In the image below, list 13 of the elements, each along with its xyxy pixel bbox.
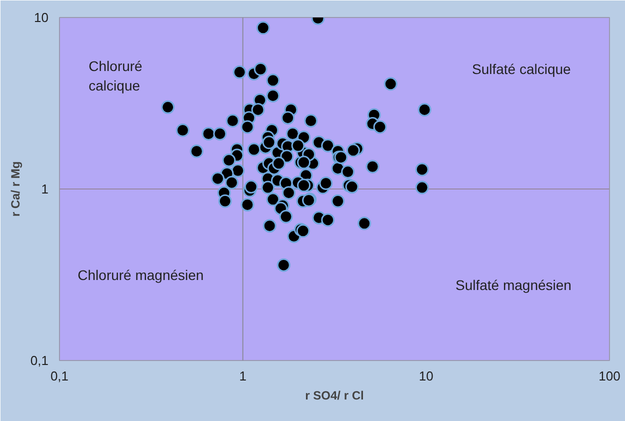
x-tick-label: 100 [598, 368, 620, 384]
y-tick-label: 1 [41, 182, 49, 196]
annotation: Chloruré calcique [88, 58, 143, 94]
annotation: Chloruré magnésien [78, 266, 204, 283]
x-tick-label: 1 [239, 368, 246, 384]
annotation: Sulfaté magnésien [456, 277, 572, 294]
x-axis-title: r SO4/ r Cl [305, 388, 364, 402]
annotation: Sulfaté calcique [472, 60, 572, 77]
y-tick-label: 10 [34, 10, 49, 25]
y-tick-label: 0,1 [30, 353, 49, 368]
x-tick-label: 10 [418, 368, 434, 384]
y-axis-title: r Ca/ r Mg [8, 161, 22, 217]
x-tick-label: 0,1 [50, 368, 69, 384]
